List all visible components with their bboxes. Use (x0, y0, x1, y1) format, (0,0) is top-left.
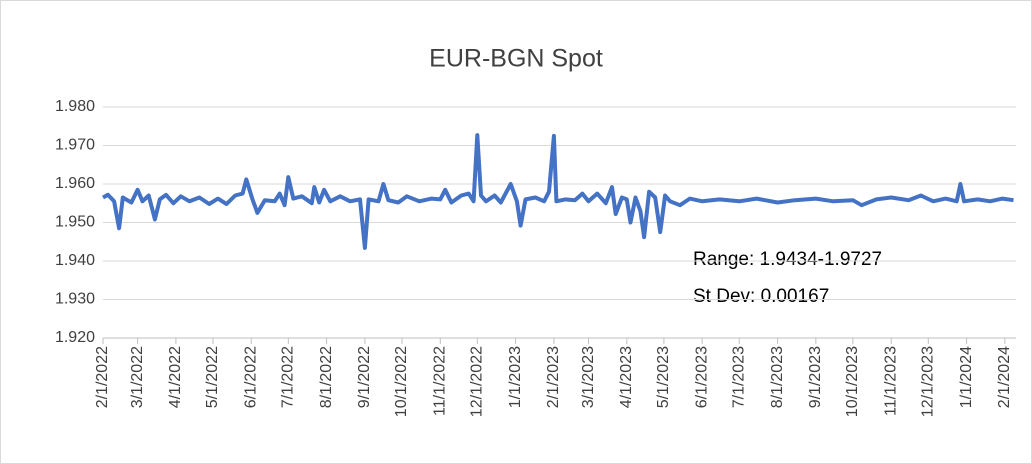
x-tick-label: 6/1/2023 (693, 346, 710, 408)
y-tick-label: 1.970 (55, 137, 95, 154)
x-tick-label: 8/1/2023 (769, 346, 786, 408)
x-tick-label: 5/1/2023 (655, 346, 672, 408)
y-tick-label: 1.960 (55, 175, 95, 192)
x-tick-label: 6/1/2022 (242, 346, 259, 408)
x-tick-label: 5/1/2022 (204, 346, 221, 408)
x-tick-label: 10/1/2022 (393, 346, 410, 417)
x-tick-label: 7/1/2022 (280, 346, 297, 408)
x-tick-label: 2/1/2023 (545, 346, 562, 408)
x-tick-label: 3/1/2023 (580, 346, 597, 408)
line-series (102, 133, 1014, 250)
y-tick-label: 1.920 (55, 329, 95, 346)
x-tick-label: 8/1/2022 (318, 346, 335, 408)
x-tick-label: 10/1/2023 (844, 346, 861, 417)
x-tick-label: 3/1/2022 (129, 346, 146, 408)
x-tick-label: 9/1/2023 (807, 346, 824, 408)
x-tick-label: 12/1/2022 (469, 346, 486, 417)
x-tick-label: 1/1/2023 (507, 346, 524, 408)
x-tick-label: 11/1/2023 (882, 346, 899, 416)
y-tick-label: 1.930 (55, 291, 95, 308)
x-tick-label: 1/1/2024 (958, 346, 975, 408)
x-tick-label: 12/1/2023 (920, 346, 937, 417)
x-tick-label: 11/1/2022 (431, 346, 448, 416)
annotation: Range: 1.9434-1.9727 (693, 249, 882, 270)
y-tick-label: 1.980 (55, 98, 95, 115)
y-tick-label: 1.940 (55, 252, 95, 269)
x-tick-label: 2/1/2024 (996, 346, 1013, 408)
annotation: St Dev: 0.00167 (693, 286, 829, 307)
x-tick-label: 2/1/2022 (94, 346, 111, 408)
x-tick-label: 7/1/2023 (730, 346, 747, 408)
chart-title: EUR-BGN Spot (429, 45, 603, 73)
x-tick-label: 9/1/2022 (356, 346, 373, 408)
x-tick-label: 4/1/2022 (167, 346, 184, 408)
x-tick-label: 4/1/2023 (618, 346, 635, 408)
y-tick-label: 1.950 (55, 214, 95, 231)
